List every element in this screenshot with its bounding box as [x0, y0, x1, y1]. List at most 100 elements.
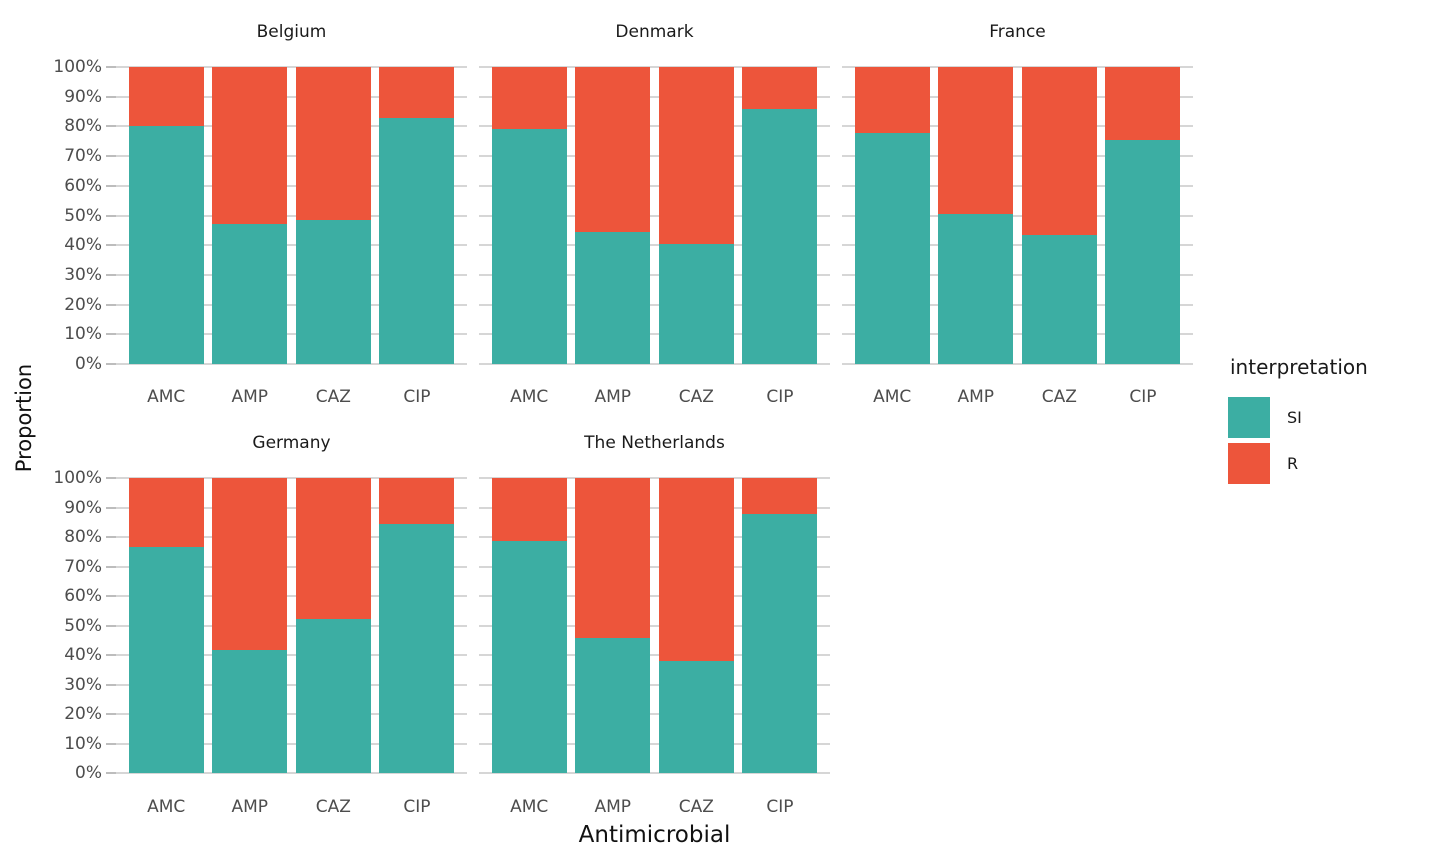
- bar-si-segment: [128, 547, 204, 773]
- y-tick-label: 50%: [64, 615, 102, 636]
- bar-r-segment: [575, 478, 651, 638]
- y-tick-label: 60%: [64, 586, 102, 606]
- gridline: [842, 333, 1193, 336]
- bar-r-segment: [212, 478, 288, 651]
- legend-item-label: R: [1287, 454, 1299, 473]
- bar-si-segment: [379, 523, 455, 773]
- gridline: [116, 506, 467, 509]
- gridline: [116, 477, 467, 479]
- gridline: [116, 244, 467, 247]
- y-tick-mark: [106, 273, 116, 276]
- y-tick-label: 80%: [64, 116, 102, 137]
- y-tick-label: 50%: [64, 205, 102, 226]
- bar-r-segment: [1021, 67, 1097, 236]
- y-tick-label: 30%: [64, 674, 102, 695]
- gridline: [116, 273, 467, 276]
- gridline: [479, 536, 830, 538]
- y-tick-mark: [106, 654, 116, 656]
- bar-r-segment: [938, 67, 1014, 214]
- gridline: [479, 477, 830, 479]
- y-tick-mark: [106, 624, 116, 627]
- x-tick-label: AMC: [147, 387, 186, 407]
- gridline: [479, 333, 830, 336]
- bar-si-segment: [575, 637, 651, 773]
- bar-si-segment: [128, 126, 204, 364]
- y-tick-label: 70%: [64, 556, 102, 577]
- bar-si-segment: [212, 223, 288, 364]
- gridline: [479, 273, 830, 276]
- y-tick-label: 0%: [75, 354, 102, 374]
- gridline: [479, 125, 830, 128]
- x-tick-label: CIP: [403, 387, 431, 407]
- bar-si-segment: [491, 541, 567, 773]
- gridline: [842, 125, 1193, 128]
- bar-r-segment: [742, 478, 818, 515]
- y-tick-mark: [106, 184, 116, 187]
- y-tick-label: 100%: [53, 57, 102, 77]
- facet-title: Belgium: [256, 22, 327, 42]
- x-tick-label: AMC: [510, 797, 549, 817]
- legend-item-label: SI: [1287, 408, 1302, 427]
- gridline: [842, 303, 1193, 306]
- gridline: [116, 595, 467, 597]
- gridline: [116, 95, 467, 98]
- bar-si-segment: [212, 650, 288, 773]
- bar-si-segment: [1105, 139, 1181, 364]
- bar-si-segment: [938, 213, 1014, 364]
- bar-si-segment: [575, 232, 651, 364]
- y-tick-mark: [106, 742, 116, 745]
- gridline: [842, 155, 1193, 158]
- gridline: [479, 66, 830, 68]
- gridline: [842, 273, 1193, 276]
- gridline: [116, 683, 467, 686]
- gridline: [116, 155, 467, 158]
- gridline: [116, 66, 467, 68]
- y-tick-label: 10%: [64, 733, 102, 754]
- x-tick-label: AMP: [594, 387, 632, 407]
- facet-panel: [479, 477, 830, 774]
- x-tick-label: CAZ: [315, 797, 351, 817]
- gridline: [116, 303, 467, 306]
- legend-swatch-si-icon: [1228, 397, 1270, 438]
- y-tick-mark: [106, 333, 116, 336]
- facet-title: France: [989, 22, 1046, 42]
- y-tick-mark: [106, 506, 116, 509]
- y-tick-mark: [106, 363, 116, 365]
- y-tick-mark: [106, 125, 116, 128]
- facet-title: Denmark: [615, 22, 694, 42]
- gridline: [116, 742, 467, 745]
- gridline: [116, 184, 467, 187]
- y-tick-mark: [106, 713, 116, 715]
- bar-r-segment: [1105, 67, 1181, 140]
- y-tick-mark: [106, 772, 116, 774]
- y-tick-label: 20%: [64, 704, 102, 724]
- bar-si-segment: [379, 117, 455, 364]
- gridline: [479, 506, 830, 509]
- facet-panel: [116, 66, 467, 365]
- gridline: [116, 125, 467, 128]
- bar-r-segment: [854, 67, 930, 133]
- y-tick-label: 40%: [64, 645, 102, 665]
- gridline: [116, 713, 467, 715]
- y-tick-mark: [106, 477, 116, 479]
- bar-si-segment: [295, 219, 371, 364]
- bar-si-segment: [658, 660, 734, 773]
- x-tick-label: AMP: [231, 797, 269, 817]
- gridline: [116, 654, 467, 656]
- bar-r-segment: [379, 478, 455, 524]
- gridline: [842, 214, 1193, 217]
- x-tick-label: CAZ: [678, 387, 714, 407]
- bar-r-segment: [575, 67, 651, 233]
- gridline: [479, 713, 830, 715]
- gridline: [116, 772, 467, 774]
- legend: interpretation SI R: [1228, 355, 1368, 489]
- gridline: [842, 184, 1193, 187]
- bar-r-segment: [742, 67, 818, 109]
- y-tick-mark: [106, 95, 116, 98]
- facet-panel: [479, 66, 830, 365]
- bar-si-segment: [742, 514, 818, 773]
- x-tick-label: CAZ: [1041, 387, 1077, 407]
- x-tick-label: AMP: [231, 387, 269, 407]
- legend-title: interpretation: [1230, 355, 1368, 379]
- legend-item: R: [1228, 443, 1368, 484]
